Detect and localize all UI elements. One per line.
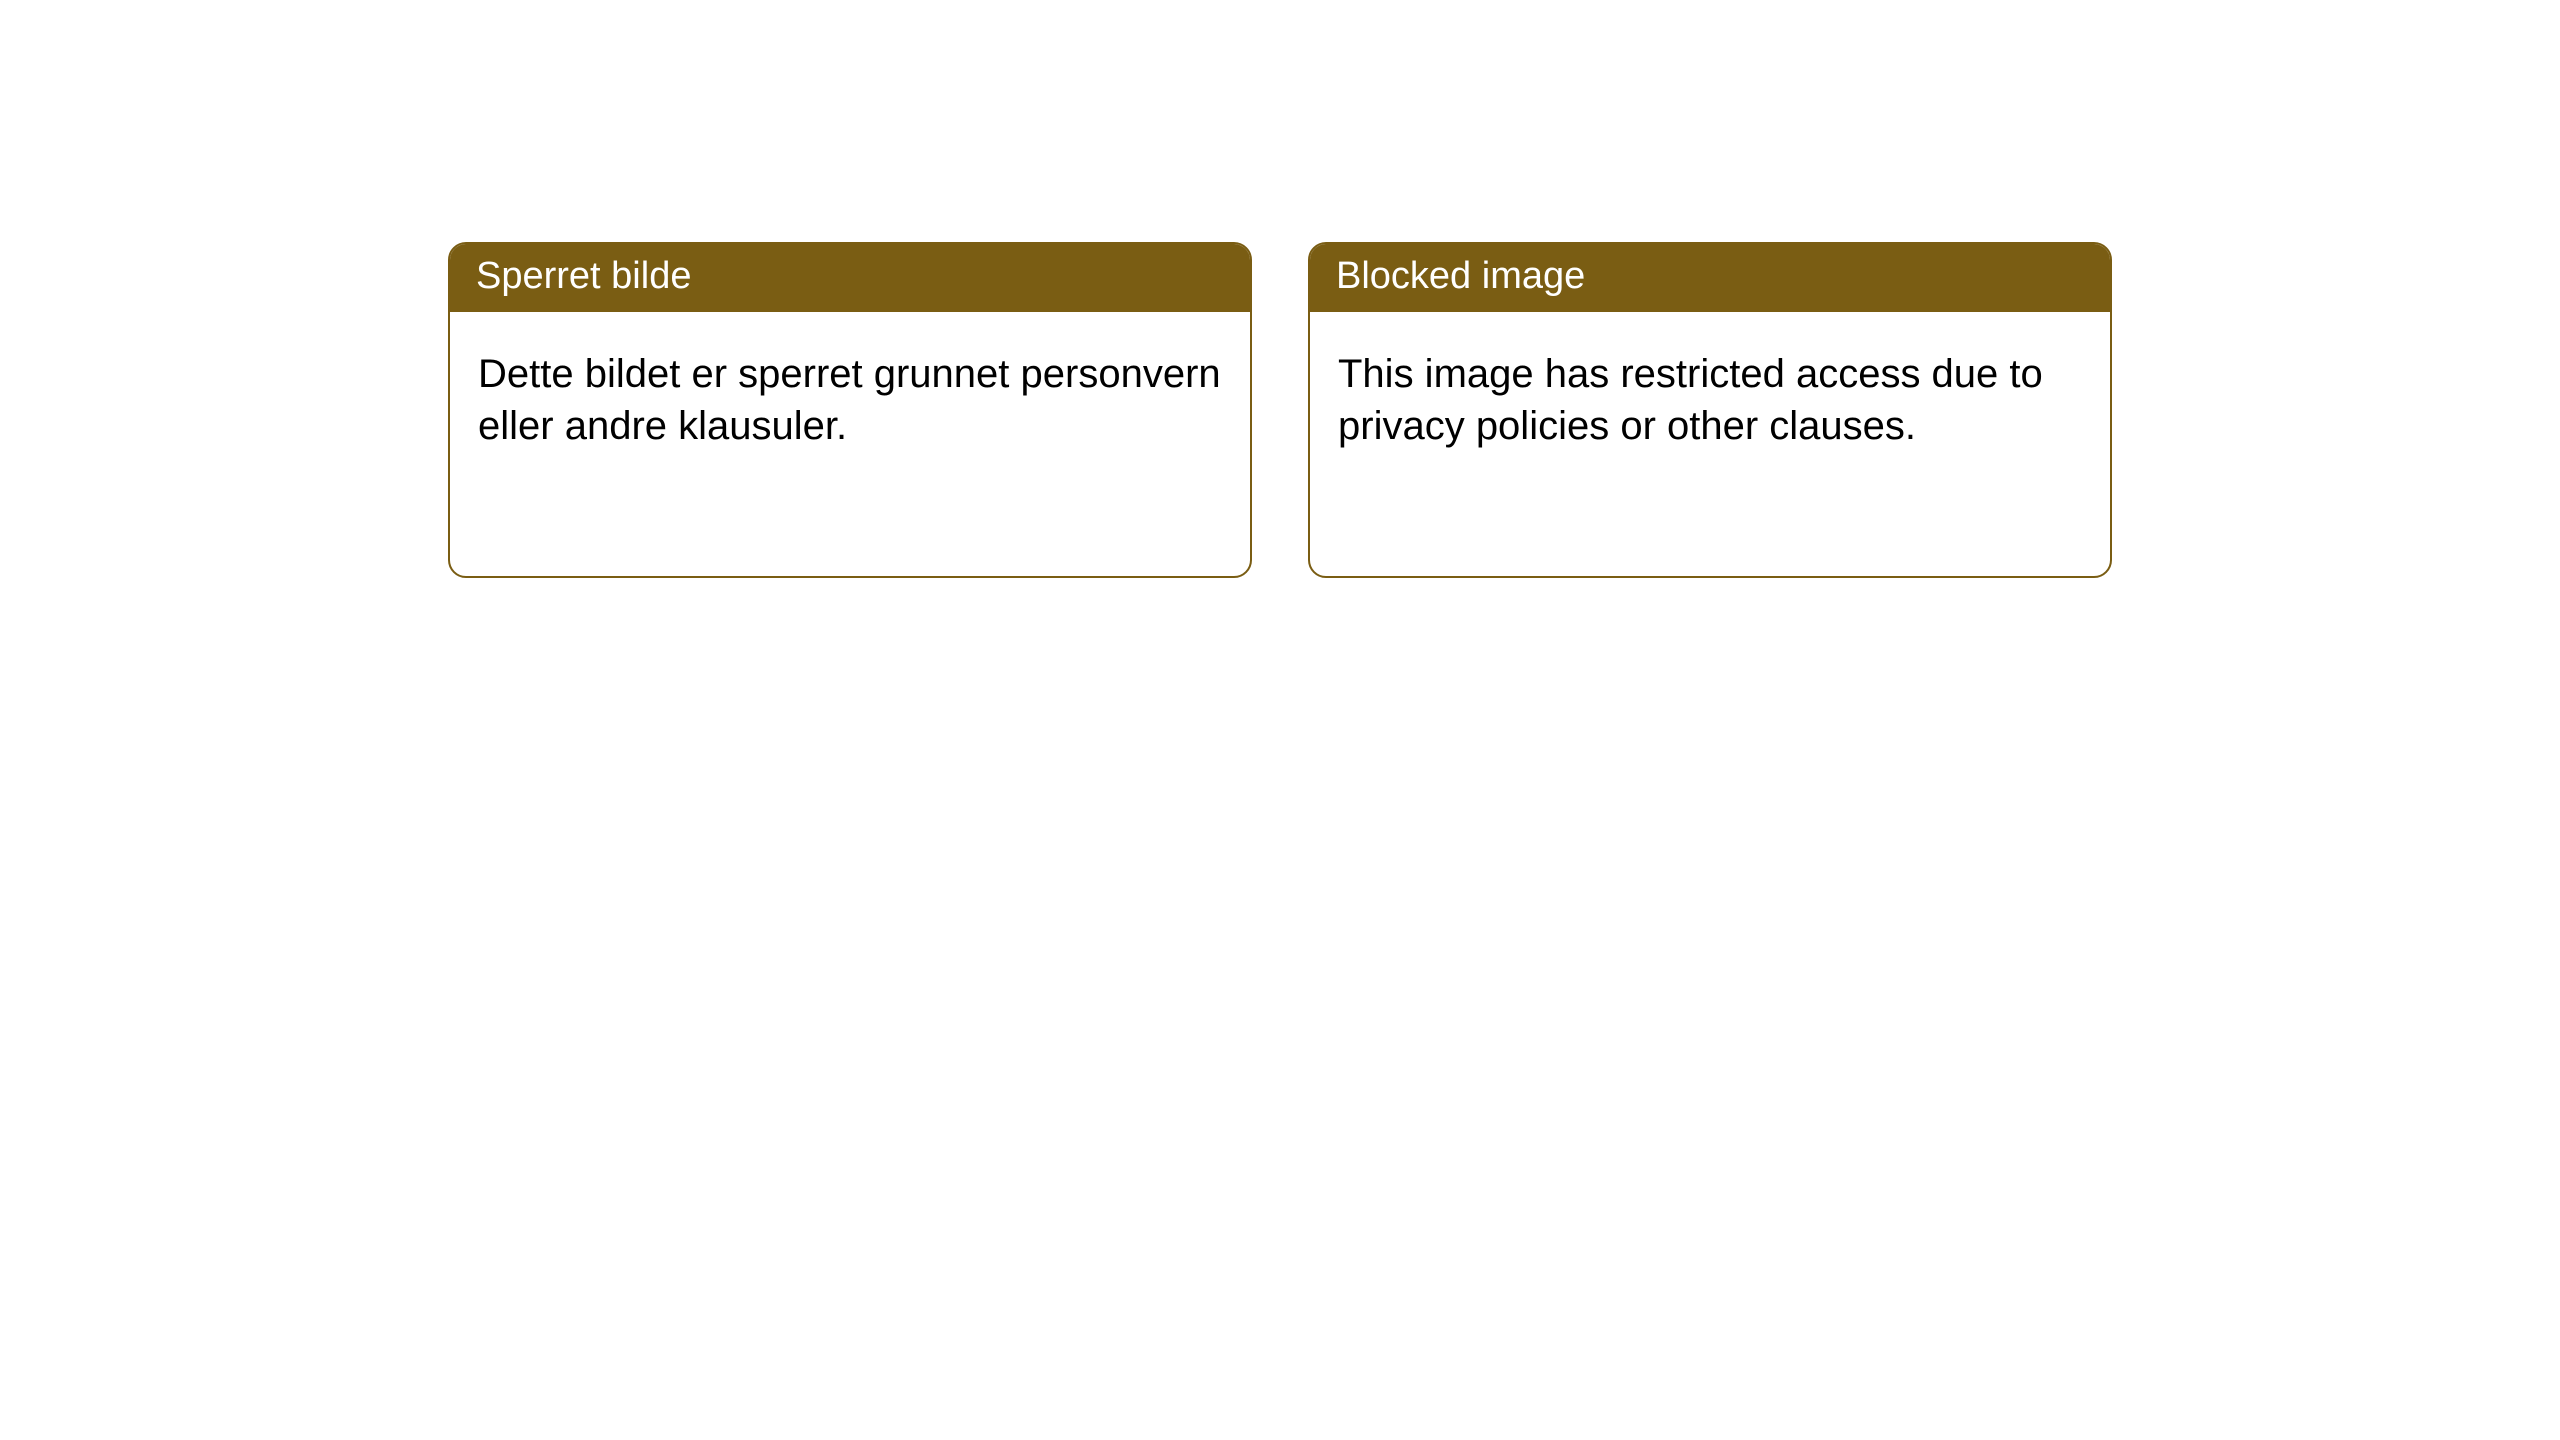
notice-container: Sperret bilde Dette bildet er sperret gr… [0, 0, 2560, 578]
notice-card-no-body: Dette bildet er sperret grunnet personve… [450, 312, 1250, 482]
notice-card-no: Sperret bilde Dette bildet er sperret gr… [448, 242, 1252, 578]
notice-card-en: Blocked image This image has restricted … [1308, 242, 2112, 578]
notice-card-en-header: Blocked image [1310, 244, 2110, 312]
notice-card-no-header: Sperret bilde [450, 244, 1250, 312]
notice-card-en-body: This image has restricted access due to … [1310, 312, 2110, 482]
